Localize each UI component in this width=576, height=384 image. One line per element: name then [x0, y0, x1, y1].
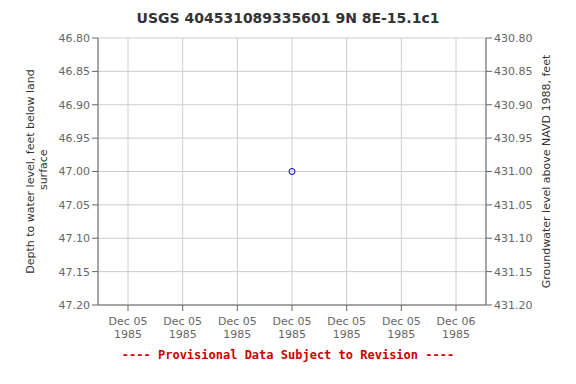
svg-text:47.15: 47.15 — [59, 266, 91, 279]
svg-text:Dec 051985: Dec 051985 — [273, 315, 312, 341]
svg-text:431.15: 431.15 — [494, 266, 533, 279]
svg-text:431.10: 431.10 — [494, 232, 533, 245]
svg-text:Dec 051985: Dec 051985 — [327, 315, 366, 341]
svg-text:Dec 051985: Dec 051985 — [382, 315, 421, 341]
svg-text:430.90: 430.90 — [494, 99, 533, 112]
svg-text:47.10: 47.10 — [59, 232, 91, 245]
svg-text:46.80: 46.80 — [59, 32, 91, 45]
svg-text:Dec 051985: Dec 051985 — [163, 315, 202, 341]
svg-text:46.95: 46.95 — [59, 132, 91, 145]
html-text:USGS 404531089335601 9N 8E-15.: USGS 404531089335601 9N 8E-15.1c1 — [136, 10, 440, 26]
svg-text:46.85: 46.85 — [59, 65, 91, 78]
svg-text:430.80: 430.80 — [494, 32, 533, 45]
svg-text:431.20: 431.20 — [494, 299, 533, 312]
svg-text:430.85: 430.85 — [494, 65, 533, 78]
svg-text:Depth to water level, feet bel: Depth to water level, feet below land su… — [24, 69, 50, 274]
svg-text:47.20: 47.20 — [59, 299, 91, 312]
svg-text:47.00: 47.00 — [59, 165, 91, 178]
svg-text:46.90: 46.90 — [59, 99, 91, 112]
svg-text:Dec 051985: Dec 051985 — [109, 315, 148, 341]
html-text:---- Provisional Data Subject: ---- Provisional Data Subject to Revisio… — [121, 348, 455, 362]
svg-text:Groundwater level above NAVD 1: Groundwater level above NAVD 1988, feet — [540, 54, 553, 288]
svg-text:Dec 061985: Dec 061985 — [437, 315, 476, 341]
svg-text:Dec 051985: Dec 051985 — [218, 315, 257, 341]
svg-text:430.95: 430.95 — [494, 132, 533, 145]
svg-text:47.05: 47.05 — [59, 199, 91, 212]
svg-text:431.05: 431.05 — [494, 199, 533, 212]
svg-text:431.00: 431.00 — [494, 165, 533, 178]
